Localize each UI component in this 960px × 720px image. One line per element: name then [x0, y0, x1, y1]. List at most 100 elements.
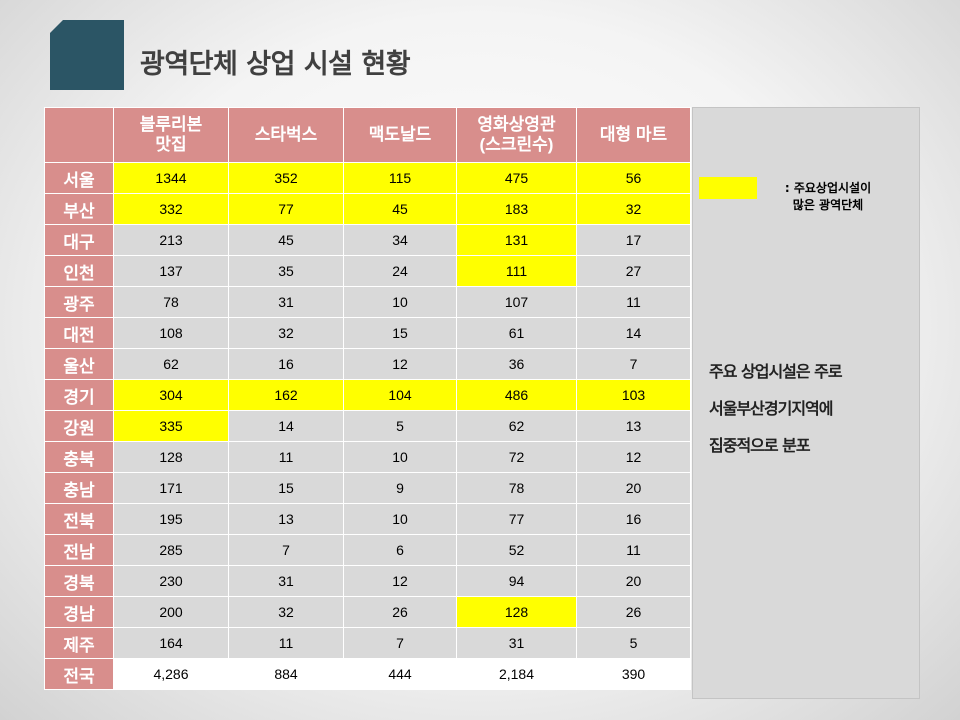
region-label: 전국: [44, 658, 114, 690]
table-cell: 56: [576, 162, 691, 194]
table-cell: 128: [113, 441, 229, 473]
summary-note: 주요 상업시설은 주로 서울부산경기지역에 집중적으로 분포: [709, 362, 843, 455]
table-cell: 62: [113, 348, 229, 380]
region-label: 경북: [44, 565, 114, 597]
table-cell: 200: [113, 596, 229, 628]
table-cell: 34: [343, 224, 457, 256]
table-cell: 12: [343, 565, 457, 597]
table-cell: 335: [113, 410, 229, 442]
table-cell: 31: [228, 286, 344, 318]
slide-title: 광역단체 상업 시설 현황: [140, 49, 411, 80]
column-header: 맥도날드: [343, 107, 457, 163]
table-cell: 26: [343, 596, 457, 628]
table-cell: 884: [228, 658, 344, 690]
region-label: 대구: [44, 224, 114, 256]
table-cell: 162: [228, 379, 344, 411]
table-cell: 352: [228, 162, 344, 194]
table-cell: 16: [228, 348, 344, 380]
table-cell: 45: [228, 224, 344, 256]
table-cell: 128: [456, 596, 577, 628]
region-label: 광주: [44, 286, 114, 318]
region-label: 울산: [44, 348, 114, 380]
table-cell: 52: [456, 534, 577, 566]
title-decoration: [50, 20, 124, 90]
region-label: 전남: [44, 534, 114, 566]
table-cell: 32: [228, 596, 344, 628]
region-label: 서울: [44, 162, 114, 194]
table-cell: 15: [228, 472, 344, 504]
table-corner-cell: [44, 107, 114, 163]
table-row: 대구 213 45 34 131 17: [44, 224, 691, 256]
table-cell: 10: [343, 503, 457, 535]
region-label: 강원: [44, 410, 114, 442]
table-row: 강원 335 14 5 62 13: [44, 410, 691, 442]
table-cell: 11: [228, 441, 344, 473]
table-cell: 72: [456, 441, 577, 473]
table-cell: 20: [576, 472, 691, 504]
table-cell: 31: [456, 627, 577, 659]
table-cell: 32: [228, 317, 344, 349]
table-cell: 32: [576, 193, 691, 225]
table-cell: 2,184: [456, 658, 577, 690]
table-row: 전남 285 7 6 52 11: [44, 534, 691, 566]
table-row: 경남 200 32 26 128 26: [44, 596, 691, 628]
table-cell: 444: [343, 658, 457, 690]
table-cell: 285: [113, 534, 229, 566]
table-cell: 5: [343, 410, 457, 442]
table-cell: 475: [456, 162, 577, 194]
table-cell: 390: [576, 658, 691, 690]
table-cell: 137: [113, 255, 229, 287]
table-row: 경북 230 31 12 94 20: [44, 565, 691, 597]
table-cell: 24: [343, 255, 457, 287]
table-cell: 4,286: [113, 658, 229, 690]
table-row: 광주 78 31 10 107 11: [44, 286, 691, 318]
table-cell: 104: [343, 379, 457, 411]
table-cell: 16: [576, 503, 691, 535]
table-row: 울산 62 16 12 36 7: [44, 348, 691, 380]
table-cell: 77: [456, 503, 577, 535]
table-cell: 27: [576, 255, 691, 287]
table-row: 경기 304 162 104 486 103: [44, 379, 691, 411]
region-label: 경기: [44, 379, 114, 411]
table-row: 인천 137 35 24 111 27: [44, 255, 691, 287]
table-cell: 7: [228, 534, 344, 566]
column-header: 블루리본 맛집: [113, 107, 229, 163]
table-cell: 36: [456, 348, 577, 380]
region-label: 대전: [44, 317, 114, 349]
table-cell: 15: [343, 317, 457, 349]
table-cell: 7: [576, 348, 691, 380]
table-cell: 14: [228, 410, 344, 442]
region-label: 충남: [44, 472, 114, 504]
table-cell: 111: [456, 255, 577, 287]
table-cell: 195: [113, 503, 229, 535]
table-cell: 13: [228, 503, 344, 535]
table-row: 전북 195 13 10 77 16: [44, 503, 691, 535]
column-header: 영화상영관 (스크린수): [456, 107, 577, 163]
table-cell: 94: [456, 565, 577, 597]
table-cell: 131: [456, 224, 577, 256]
legend-label: : 주요상업시설이 많은 광역단체: [784, 181, 872, 212]
table-cell: 304: [113, 379, 229, 411]
legend-swatch: [699, 177, 757, 199]
table-cell: 14: [576, 317, 691, 349]
table-cell: 11: [228, 627, 344, 659]
table-cell: 62: [456, 410, 577, 442]
table-cell: 108: [113, 317, 229, 349]
table-cell: 11: [576, 286, 691, 318]
table-cell: 1344: [113, 162, 229, 194]
table-cell: 5: [576, 627, 691, 659]
region-label: 충북: [44, 441, 114, 473]
table-cell: 20: [576, 565, 691, 597]
table-cell: 12: [343, 348, 457, 380]
column-header: 대형 마트: [576, 107, 691, 163]
table-cell: 17: [576, 224, 691, 256]
table-row: 대전 108 32 15 61 14: [44, 317, 691, 349]
table-cell: 35: [228, 255, 344, 287]
table-cell: 103: [576, 379, 691, 411]
table-row: 충북 128 11 10 72 12: [44, 441, 691, 473]
table-header-row: 블루리본 맛집 스타벅스 맥도날드 영화상영관 (스크린수) 대형 마트: [44, 107, 691, 163]
region-label: 제주: [44, 627, 114, 659]
table-cell: 77: [228, 193, 344, 225]
column-header: 스타벅스: [228, 107, 344, 163]
table-cell: 213: [113, 224, 229, 256]
